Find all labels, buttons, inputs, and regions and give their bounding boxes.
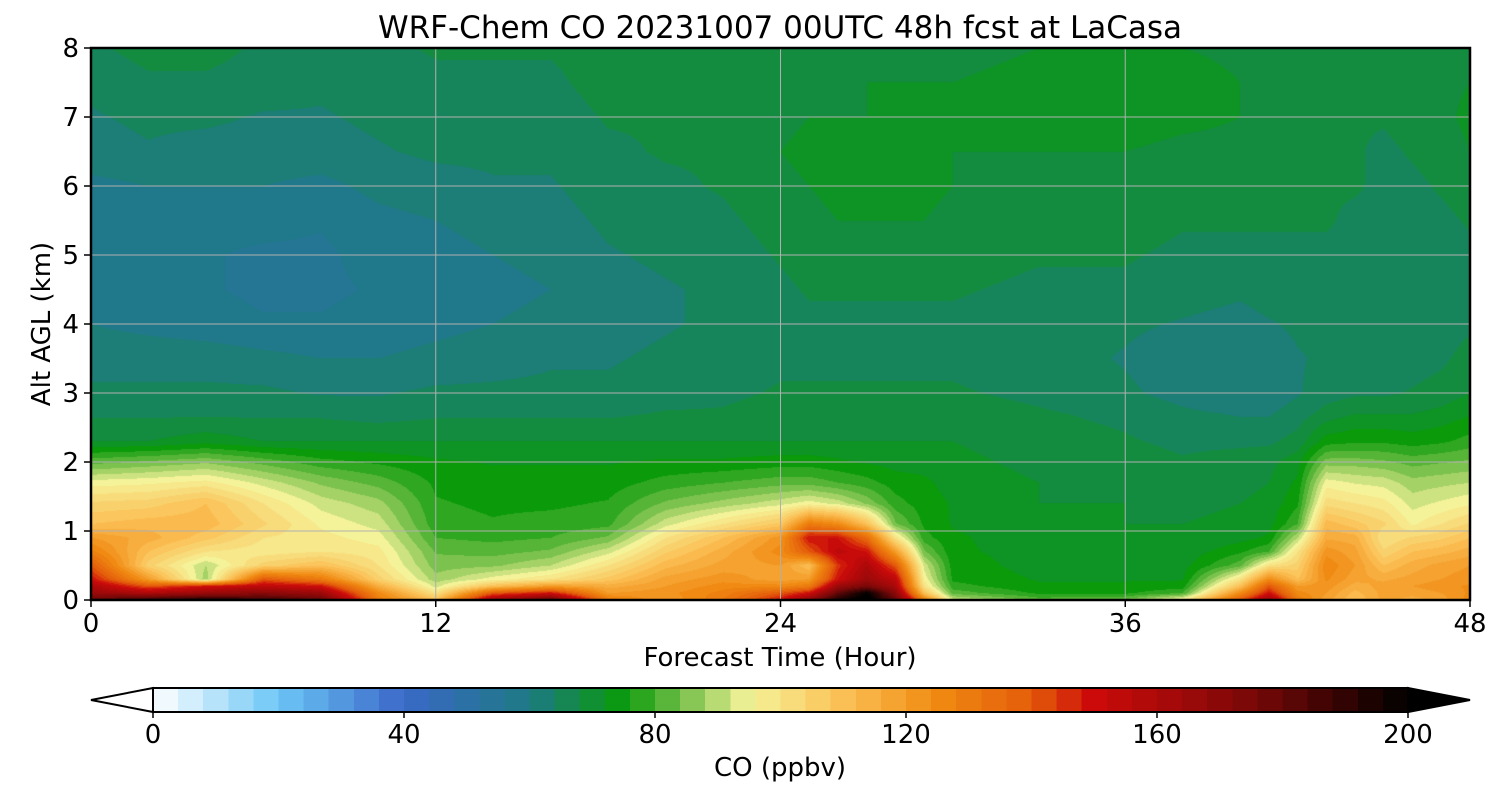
x-tick-label: 24	[764, 609, 797, 639]
colorbar-tick-label: 200	[1383, 720, 1433, 750]
colorbar-tick-label: 40	[387, 720, 420, 750]
grid-lines	[91, 48, 1470, 600]
x-tick-label: 12	[419, 609, 452, 639]
colorbar: 0 40 80 120 160 200	[90, 686, 1471, 750]
colorbar-tick-label: 160	[1132, 720, 1182, 750]
y-tick-label: 1	[62, 517, 79, 547]
colorbar-over-extension	[1407, 686, 1471, 714]
y-axis-label: Alt AGL (km)	[27, 242, 57, 406]
y-tick-label: 0	[62, 586, 79, 616]
colorbar-frame	[152, 687, 1409, 713]
x-tick-label: 48	[1453, 609, 1486, 639]
chart-title: WRF-Chem CO 20231007 00UTC 48h fcst at L…	[378, 10, 1182, 46]
y-tick-label: 5	[62, 241, 79, 271]
y-tick-label: 2	[62, 448, 79, 478]
x-tick-label: 0	[83, 609, 100, 639]
y-tick-label: 6	[62, 172, 79, 202]
y-tick-label: 8	[62, 34, 79, 64]
colorbar-under-extension	[90, 686, 154, 714]
colorbar-tick-label: 0	[145, 720, 162, 750]
colorbar-label: CO (ppbv)	[714, 753, 846, 783]
x-axis-label: Forecast Time (Hour)	[643, 643, 916, 673]
y-axis-ticks: 0 1 2 3 4 5 6 7 8	[62, 34, 91, 616]
y-tick-label: 7	[62, 103, 79, 133]
x-tick-label: 36	[1109, 609, 1142, 639]
x-axis-ticks: 0 12 24 36 48	[83, 600, 1487, 639]
colorbar-ticks: 0 40 80 120 160 200	[145, 712, 1433, 750]
y-tick-label: 3	[62, 379, 79, 409]
colorbar-tick-label: 120	[881, 720, 931, 750]
plot-area	[89, 46, 1472, 602]
colorbar-tick-label: 80	[638, 720, 671, 750]
colorbar-scale	[153, 688, 1408, 712]
y-tick-label: 4	[62, 310, 79, 340]
